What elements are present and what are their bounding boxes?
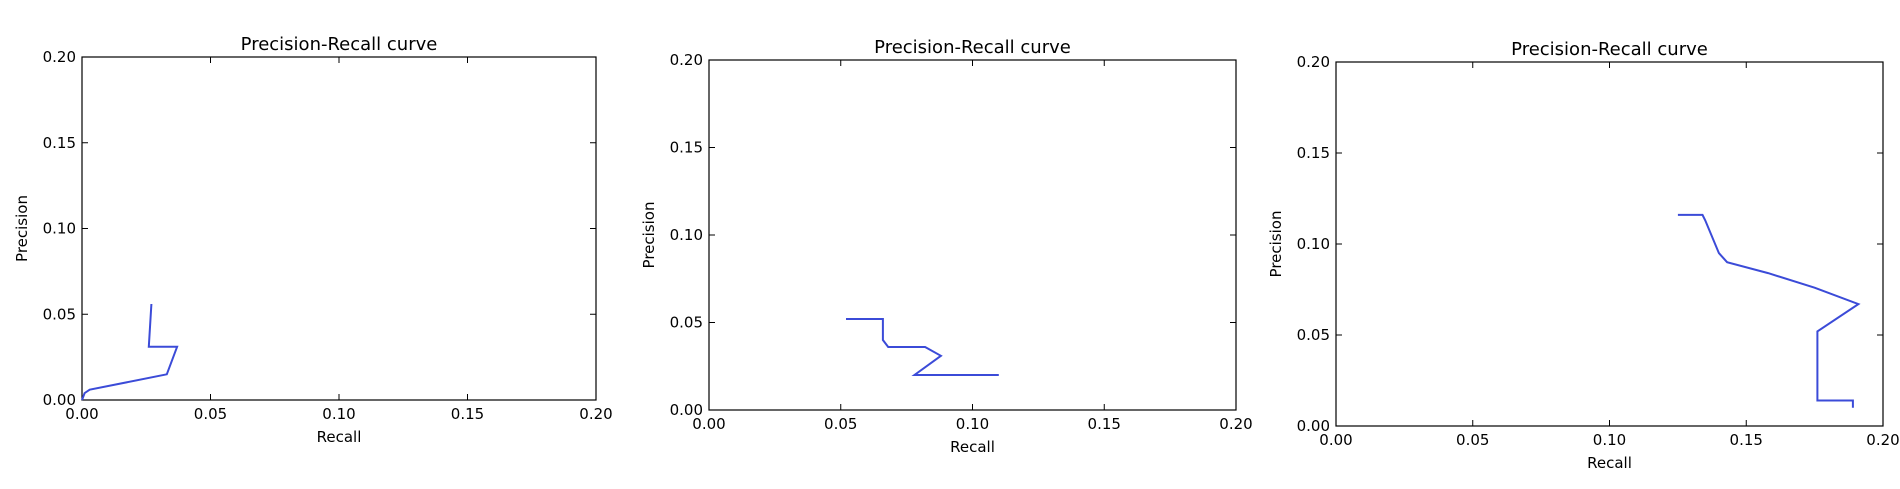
y-tick-label: 0.05 (43, 305, 76, 323)
x-tick-label: 0.15 (1088, 415, 1121, 433)
chart-panel-1: 0.00 0.05 0.10 0.15 0.20 0.00 0.05 0.10 0.15 0.20… (13, 34, 613, 446)
x-tick-label: 0.10 (1593, 431, 1626, 449)
y-tick-label: 0.10 (670, 226, 703, 244)
x-tick-label: 0.10 (956, 415, 989, 433)
y-tick-label: 0.20 (43, 48, 76, 66)
x-tick-label: 0.20 (1866, 431, 1899, 449)
y-tick-label: 0.10 (1297, 235, 1330, 253)
plot-frame (1335, 61, 1884, 427)
chart-panel-2: 0.00 0.05 0.10 0.15 0.20 0.00 0.05 0.10 0.15 0.20… (640, 37, 1253, 456)
chart-panel-3: 0.00 0.05 0.10 0.15 0.20 0.00 0.05 0.10 0.15 0.20… (1267, 39, 1900, 472)
plot-frame (81, 56, 597, 401)
y-tick-label: 0.00 (670, 401, 703, 419)
x-tick-label: 0.00 (65, 405, 98, 423)
x-tick-label: 0.05 (1456, 431, 1489, 449)
y-tick-label: 0.00 (1297, 417, 1330, 435)
x-axis-label: Recall (950, 438, 995, 456)
x-tick-label: 0.15 (1730, 431, 1763, 449)
x-tick-label: 0.05 (194, 405, 227, 423)
x-tick-label: 0.00 (692, 415, 725, 433)
y-tick-label: 0.20 (1297, 53, 1330, 71)
chart-title: Precision-Recall curve (1511, 39, 1708, 60)
x-tick-label: 0.20 (1219, 415, 1252, 433)
x-axis-label: Recall (317, 428, 362, 446)
y-tick-label: 0.10 (43, 220, 76, 238)
x-tick-label: 0.20 (579, 405, 612, 423)
y-tick-label: 0.20 (670, 51, 703, 69)
series-line-1 (81, 303, 179, 401)
series-line-1 (1677, 213, 1861, 408)
plot-frame (708, 59, 1237, 411)
y-axis-label: Precision (13, 195, 31, 262)
x-tick-label: 0.15 (451, 405, 484, 423)
x-axis-label: Recall (1587, 454, 1632, 472)
y-tick-label: 0.15 (43, 134, 76, 152)
y-tick-label: 0.05 (670, 314, 703, 332)
y-tick-label: 0.15 (1297, 144, 1330, 162)
y-axis-label: Precision (1267, 211, 1285, 278)
y-tick-label: 0.00 (43, 391, 76, 409)
x-tick-label: 0.05 (824, 415, 857, 433)
chart-title: Precision-Recall curve (874, 37, 1071, 58)
y-tick-label: 0.15 (670, 139, 703, 157)
chart-title: Precision-Recall curve (241, 34, 438, 55)
series-line-1 (846, 318, 999, 376)
y-axis-label: Precision (640, 202, 658, 269)
x-tick-label: 0.00 (1319, 431, 1352, 449)
x-tick-label: 0.10 (322, 405, 355, 423)
y-tick-label: 0.05 (1297, 326, 1330, 344)
